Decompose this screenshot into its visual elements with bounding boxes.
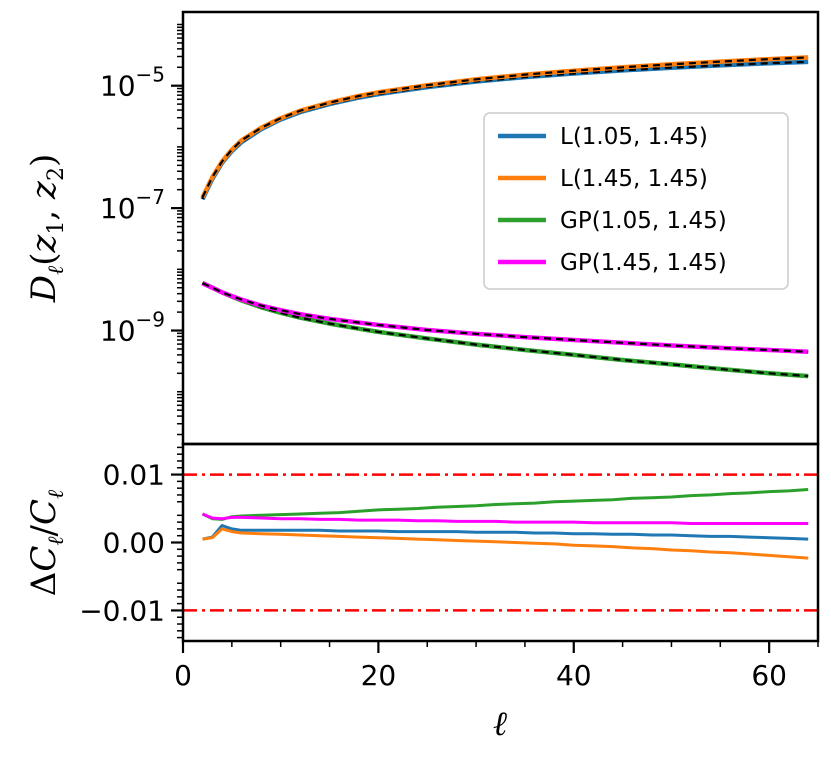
bottom-panel: 0.01 0.00 −0.01 0 20 40 60 ΔCℓ/Cℓ ℓ	[24, 442, 820, 744]
bottom-plot-frame	[181, 442, 820, 643]
bottom-y-tick-label: 0.00	[103, 527, 165, 560]
top-y-axis-label: Dℓ(z1, z2)	[24, 154, 69, 303]
ratio-line-gp-1-05-1-45	[201, 488, 809, 521]
legend-label-gp-1-45-1-45: GP(1.45, 1.45)	[560, 250, 727, 276]
series-line-gp-1-05-1-45	[201, 280, 809, 379]
legend-label-l-1-45-1-45: L(1.45, 1.45)	[560, 166, 708, 192]
top-series-group	[200, 55, 809, 379]
top-y-tick-label: 10−5	[100, 63, 165, 103]
legend-box	[483, 112, 789, 290]
x-tick-label: 20	[361, 659, 397, 692]
x-tick-label: 0	[174, 659, 192, 692]
bottom-y-tick-label: −0.01	[79, 594, 165, 627]
bottom-y-tick-label: 0.01	[103, 459, 165, 492]
x-axis-label: ℓ	[493, 704, 507, 744]
top-panel: 10−9 10−7 10−5 Dℓ(z1, z2)	[24, 10, 820, 446]
top-y-ticks: 10−9 10−7 10−5	[100, 23, 183, 436]
legend-label-gp-1-05-1-45: GP(1.05, 1.45)	[560, 208, 727, 234]
ratio-line-gp-1-45-1-45	[201, 512, 809, 525]
bottom-y-axis-label: ΔCℓ/Cℓ	[24, 489, 69, 596]
reference-dashed-line-gp-1-05-1-45	[202, 281, 809, 378]
ratio-line-l-1-45-1-45	[202, 527, 809, 560]
bottom-x-ticks: 0 20 40 60	[174, 641, 819, 692]
legend: L(1.05, 1.45) L(1.45, 1.45) GP(1.05, 1.45)…	[483, 112, 789, 290]
top-y-tick-label: 10−9	[100, 308, 165, 348]
bottom-series-group	[201, 488, 809, 560]
reference-dashed-line-l-1-45-1-45	[201, 56, 809, 198]
legend-label-l-1-05-1-45: L(1.05, 1.45)	[560, 124, 708, 150]
reference-dashed-line-gp-1-45-1-45	[202, 282, 809, 353]
bottom-reference-lines	[183, 473, 818, 612]
x-tick-label: 60	[751, 659, 787, 692]
x-tick-label: 40	[556, 659, 592, 692]
ratio-line-l-1-05-1-45	[202, 524, 809, 541]
top-y-tick-label: 10−7	[100, 185, 165, 225]
bottom-y-ticks: 0.01 0.00 −0.01	[79, 446, 183, 639]
legend-items: L(1.05, 1.45) L(1.45, 1.45) GP(1.05, 1.45)…	[498, 124, 727, 276]
